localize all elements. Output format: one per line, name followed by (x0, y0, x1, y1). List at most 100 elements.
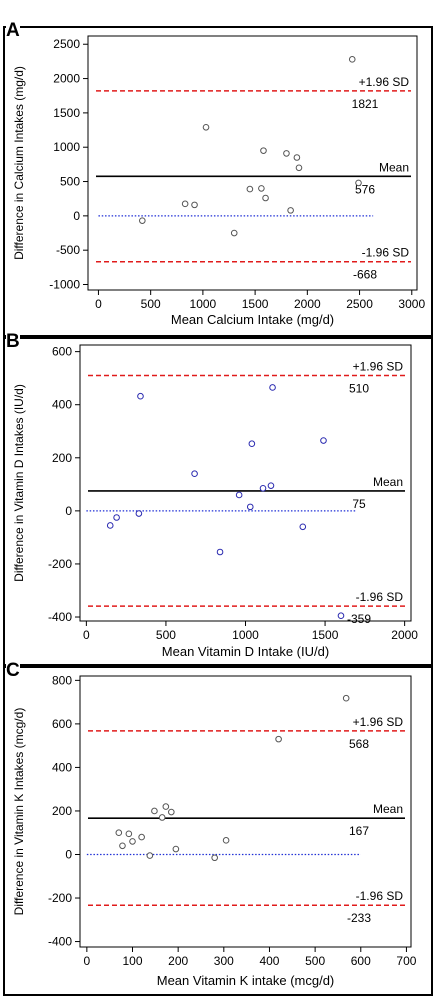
lower-limit-value: -233 (347, 911, 371, 925)
data-point (337, 612, 345, 619)
data-point (119, 842, 126, 850)
data-point (138, 833, 145, 841)
data-point (269, 384, 276, 391)
data-point (267, 482, 275, 489)
y-tick-label: 600 (52, 717, 72, 731)
y-tick-label: -500 (56, 243, 80, 257)
data-point (320, 437, 327, 444)
data-point (222, 837, 230, 844)
x-tick-label: 200 (168, 954, 188, 968)
mean-label: Mean (379, 160, 409, 174)
data-point (151, 807, 158, 815)
mean-label: Mean (373, 475, 403, 489)
upper-limit-label: +1.96 SD (353, 360, 404, 374)
panel-label-c: C (6, 660, 20, 681)
data-point (129, 838, 136, 845)
data-point (293, 154, 301, 161)
x-tick-label: 1000 (190, 297, 217, 311)
data-point (262, 194, 269, 202)
x-tick-label: 1000 (232, 628, 259, 642)
data-point (259, 485, 267, 492)
mean-value: 576 (355, 182, 375, 196)
data-point (191, 470, 198, 478)
x-tick-label: 500 (156, 628, 176, 642)
x-tick-label: 100 (122, 954, 142, 968)
x-tick-label: 400 (259, 954, 279, 968)
data-point (139, 217, 146, 224)
plot-frame (87, 35, 418, 291)
panel-label-a: A (6, 20, 20, 41)
y-tick-label: -200 (48, 557, 72, 571)
data-point (181, 200, 189, 208)
data-point (146, 852, 154, 859)
x-tick-label: 500 (305, 954, 325, 968)
x-tick-label: 1500 (312, 628, 339, 642)
data-point (287, 207, 294, 214)
data-point (135, 510, 143, 517)
data-point (348, 56, 356, 63)
y-tick-label: 500 (60, 175, 80, 189)
y-tick-label: 400 (52, 398, 72, 412)
y-axis-title: Difference in Vitamin K Intakes (mcg/d) (12, 708, 26, 916)
data-point (115, 829, 123, 837)
data-point (283, 150, 290, 157)
x-tick-label: 1500 (242, 297, 269, 311)
y-tick-label: 600 (52, 345, 72, 359)
y-tick-label: 2000 (53, 72, 80, 86)
data-point (295, 164, 303, 172)
data-point (260, 147, 267, 154)
data-point (235, 491, 243, 499)
mean-label: Mean (373, 802, 403, 816)
y-tick-label: -1000 (49, 278, 80, 292)
data-point (191, 201, 198, 209)
y-tick-label: -400 (48, 935, 72, 949)
mean-value: 75 (352, 497, 366, 511)
x-axis-title: Mean Vitamin D Intake (IU/d) (162, 644, 329, 659)
data-point (168, 808, 175, 816)
x-axis-title: Mean Vitamin K intake (mcg/d) (157, 973, 335, 988)
data-point (106, 522, 114, 529)
mean-value: 167 (349, 824, 369, 838)
x-axis-title: Mean Calcium Intake (mg/d) (171, 312, 334, 327)
y-tick-label: 0 (73, 209, 80, 223)
data-point (125, 830, 133, 838)
data-point (258, 185, 265, 192)
lower-limit-value: -668 (353, 268, 377, 282)
data-point (275, 735, 282, 743)
data-point (355, 179, 362, 187)
x-tick-label: 0 (83, 628, 90, 642)
x-tick-label: 0 (84, 954, 91, 968)
data-point (248, 440, 256, 448)
lower-limit-value: -359 (347, 612, 371, 626)
x-tick-label: 300 (214, 954, 234, 968)
data-point (137, 392, 144, 400)
data-point (172, 845, 180, 853)
upper-limit-value: 510 (349, 382, 369, 396)
plot-c: 0 100 200 300 400 500 600 700 -400 -200 0 200 400 600… (12, 673, 417, 988)
lower-limit-label: -1.96 SD (362, 246, 410, 260)
y-tick-label: 800 (52, 673, 72, 687)
panel-label-b: B (6, 331, 20, 352)
y-axis-title: Difference in Calcium Intakes (mg/d) (12, 66, 26, 260)
x-tick-label: 2500 (346, 297, 373, 311)
data-point (246, 185, 254, 193)
y-tick-label: 200 (52, 451, 72, 465)
data-point (211, 854, 218, 862)
y-tick-label: -400 (48, 610, 72, 624)
data-point (342, 694, 350, 702)
plot-a: 0 500 1000 1500 2000 2500 3000 -1000 -500 0 500 100… (12, 35, 425, 327)
data-point (216, 548, 224, 556)
upper-limit-value: 568 (349, 737, 369, 751)
y-tick-label: 1500 (53, 106, 80, 120)
panel-c: 0 100 200 300 400 500 600 700 -400 -200 0 200 400 600… (3, 661, 433, 996)
data-point (246, 503, 254, 511)
upper-limit-label: +1.96 SD (353, 715, 404, 729)
panel-b: 0 500 1000 1500 2000 -400 -200 0 200 400 600 Mean V… (3, 332, 433, 666)
x-tick-label: 600 (351, 954, 371, 968)
x-tick-label: 2000 (391, 628, 418, 642)
data-point (113, 514, 120, 521)
upper-limit-label: +1.96 SD (359, 75, 410, 89)
data-point (158, 814, 166, 821)
x-tick-label: 500 (141, 297, 161, 311)
lower-limit-label: -1.96 SD (356, 590, 404, 604)
